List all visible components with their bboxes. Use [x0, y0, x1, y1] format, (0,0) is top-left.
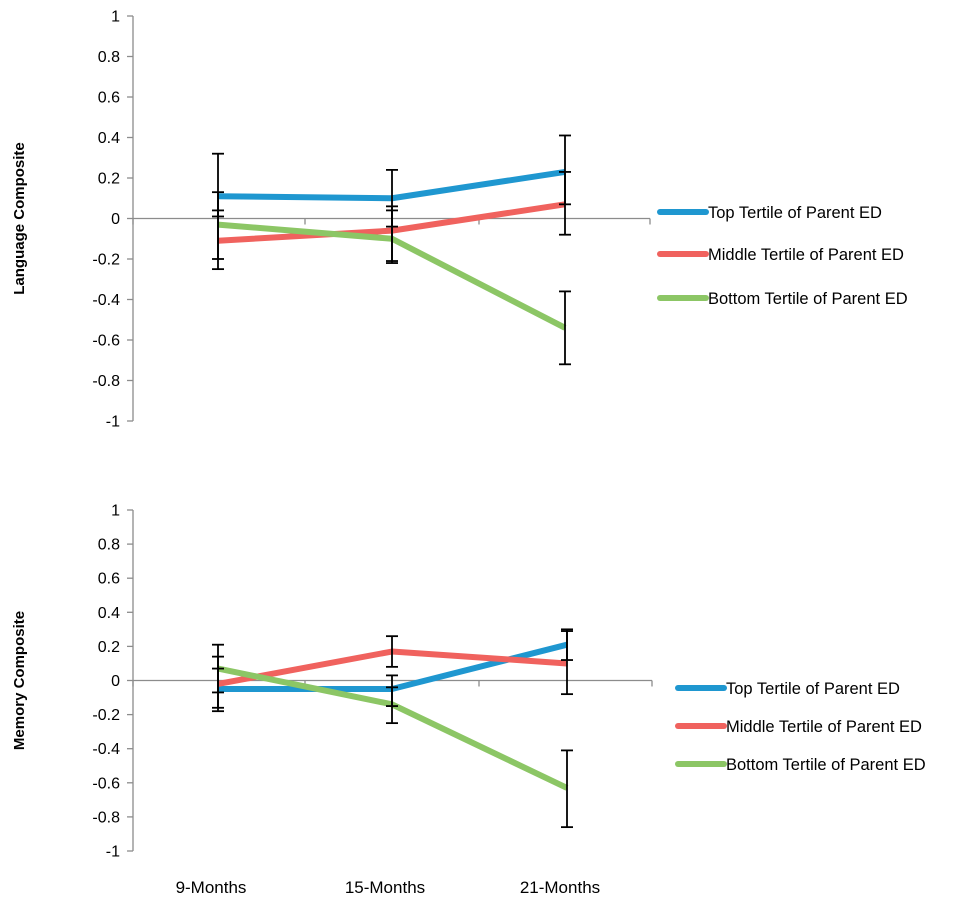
y-axis-title: Memory Composite — [11, 611, 28, 750]
legend-label-1: Top Tertile of Parent ED — [726, 680, 900, 698]
y-tick-label: 0.6 — [98, 90, 120, 107]
y-tick-label: -0.4 — [92, 292, 120, 309]
y-tick-label: -0.4 — [92, 741, 120, 758]
x-category-label: 9-Months — [176, 878, 247, 897]
y-tick-label: -0.8 — [92, 809, 120, 826]
y-tick-label: -0.6 — [92, 333, 120, 350]
y-tick-label: 0.4 — [98, 130, 120, 147]
legend-label-2: Middle Tertile of Parent ED — [726, 718, 922, 736]
legend-label-1: Top Tertile of Parent ED — [708, 204, 882, 222]
chart-panel-2: 1 0.8 0.6 0.4 0.2 0 -0.2 -0.4 -0.6 -0.8 -1 Memory C… — [11, 503, 926, 898]
y-tick-label: 0.8 — [98, 537, 120, 554]
y-tick-label: -0.8 — [92, 373, 120, 390]
y-tick-label: 0 — [111, 673, 120, 690]
y-axis-title: Language Composite — [11, 142, 28, 295]
y-tick-label: -1 — [106, 414, 120, 431]
chart-panel-1: 1 0.8 0.6 0.4 0.2 0 -0.2 -0.4 -0.6 -0.8 -1 Language… — [11, 9, 908, 431]
y-tick-label: 0.2 — [98, 639, 120, 656]
y-tick-label: 0 — [111, 211, 120, 228]
y-tick-label: 0.8 — [98, 49, 120, 66]
y-tick-label: -0.2 — [92, 252, 120, 269]
y-tick-label: -0.2 — [92, 707, 120, 724]
y-tick-label: -1 — [106, 844, 120, 861]
x-category-label: 21-Months — [520, 878, 600, 897]
legend-label-2: Middle Tertile of Parent ED — [708, 246, 904, 264]
y-tick-label: -0.6 — [92, 775, 120, 792]
x-category-label: 15-Months — [345, 878, 425, 897]
y-tick-label: 0.6 — [98, 571, 120, 588]
legend-label-3: Bottom Tertile of Parent ED — [708, 290, 908, 308]
y-tick-label: 1 — [111, 9, 120, 26]
y-tick-label: 0.2 — [98, 171, 120, 188]
y-tick-label: 0.4 — [98, 605, 120, 622]
legend-label-3: Bottom Tertile of Parent ED — [726, 756, 926, 774]
y-tick-label: 1 — [111, 503, 120, 520]
